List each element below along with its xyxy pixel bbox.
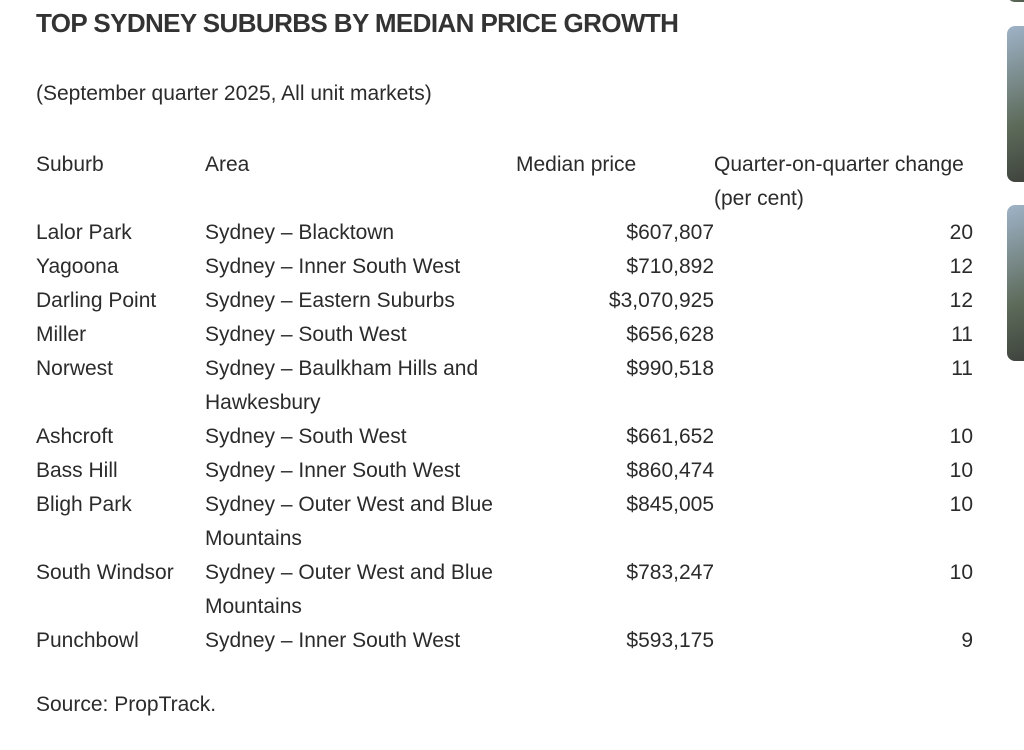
table-row: South Windsor Sydney – Outer West and Blu… — [36, 556, 973, 624]
median-price-cell: $860,474 — [626, 459, 714, 482]
median-price-cell: $710,892 — [626, 255, 714, 278]
column-header: Quarter-on-quarter change (per cent) — [714, 153, 964, 210]
table-row: Yagoona Sydney – Inner South West $710,892… — [36, 250, 973, 284]
suburb-cell: Punchbowl — [36, 629, 139, 652]
qoq-change-cell: 10 — [949, 459, 973, 482]
area-cell: Sydney – Baulkham Hills and Hawkesbury — [205, 357, 479, 414]
suburb-cell: South Windsor — [36, 561, 174, 584]
column-header: Suburb — [36, 153, 104, 176]
column-header: Median price — [516, 153, 637, 176]
side-image[interactable] — [1007, 205, 1024, 361]
source: Source: PropTrack. — [36, 693, 217, 716]
area-cell: Sydney – Eastern Suburbs — [205, 289, 455, 312]
median-price-cell: $783,247 — [626, 561, 714, 584]
suburb-cell: Bass Hill — [36, 459, 118, 482]
table-row: Miller Sydney – South West $656,628 11 — [36, 318, 973, 352]
table-row: Punchbowl Sydney – Inner South West $593,1… — [36, 624, 973, 658]
side-image[interactable] — [1007, 0, 1024, 2]
median-price-cell: $607,807 — [626, 221, 714, 244]
table: Suburb Area Median price Quarter-on-quarter… — [36, 148, 973, 658]
suburb-cell: Miller — [36, 323, 87, 346]
table-row: Bligh Park Sydney – Outer West and Blue M… — [36, 488, 973, 556]
area-cell: Sydney – Inner South West — [205, 459, 461, 482]
side-image[interactable] — [1007, 26, 1024, 182]
table-row: Bass Hill Sydney – Inner South West $860,4… — [36, 454, 973, 488]
median-price-cell: $661,652 — [626, 425, 714, 448]
area-cell: Sydney – Blacktown — [205, 221, 395, 244]
qoq-change-cell: 11 — [951, 323, 973, 346]
area-cell: Sydney – Inner South West — [205, 629, 461, 652]
median-price-cell: $3,070,925 — [608, 289, 714, 312]
table-row: Norwest Sydney – Baulkham Hills and Hawke… — [36, 352, 973, 420]
subtitle: (September quarter 2025, All unit market… — [36, 82, 432, 105]
suburb-cell: Yagoona — [36, 255, 119, 278]
column-header: Area — [205, 153, 250, 176]
suburb-cell: Darling Point — [36, 289, 157, 312]
qoq-change-cell: 10 — [949, 561, 973, 584]
table-row: Darling Point Sydney – Eastern Suburbs $3,… — [36, 284, 973, 318]
qoq-change-cell: 11 — [951, 357, 973, 380]
qoq-change-cell: 12 — [949, 255, 973, 278]
qoq-change-cell: 9 — [961, 629, 973, 652]
median-price-cell: $593,175 — [626, 629, 714, 652]
area-cell: Sydney – Inner South West — [205, 255, 461, 278]
suburb-cell: Bligh Park — [36, 493, 132, 516]
suburb-cell: Norwest — [36, 357, 114, 380]
table-row: Ashcroft Sydney – South West $661,652 10 — [36, 420, 973, 454]
median-price-cell: $656,628 — [626, 323, 714, 346]
area-cell: Sydney – Outer West and Blue Mountains — [205, 561, 493, 618]
title: TOP SYDNEY SUBURBS BY MEDIAN PRICE GROWT… — [36, 8, 679, 38]
median-price-cell: $990,518 — [626, 357, 714, 380]
header-row: Suburb Area Median price Quarter-on-quarter… — [36, 148, 973, 216]
suburb-cell: Ashcroft — [36, 425, 114, 448]
area-cell: Sydney – South West — [205, 323, 407, 346]
qoq-change-cell: 10 — [949, 425, 973, 448]
median-price-cell: $845,005 — [626, 493, 714, 516]
table-body: Lalor Park Sydney – Blacktown $607,807 20 Ya… — [36, 216, 973, 658]
qoq-change-cell: 20 — [949, 221, 973, 244]
qoq-change-cell: 12 — [949, 289, 973, 312]
qoq-change-cell: 10 — [949, 493, 973, 516]
area-cell: Sydney – South West — [205, 425, 407, 448]
area-cell: Sydney – Outer West and Blue Mountains — [205, 493, 493, 550]
table-row: Lalor Park Sydney – Blacktown $607,807 20 — [36, 216, 973, 250]
suburb-cell: Lalor Park — [36, 221, 132, 244]
